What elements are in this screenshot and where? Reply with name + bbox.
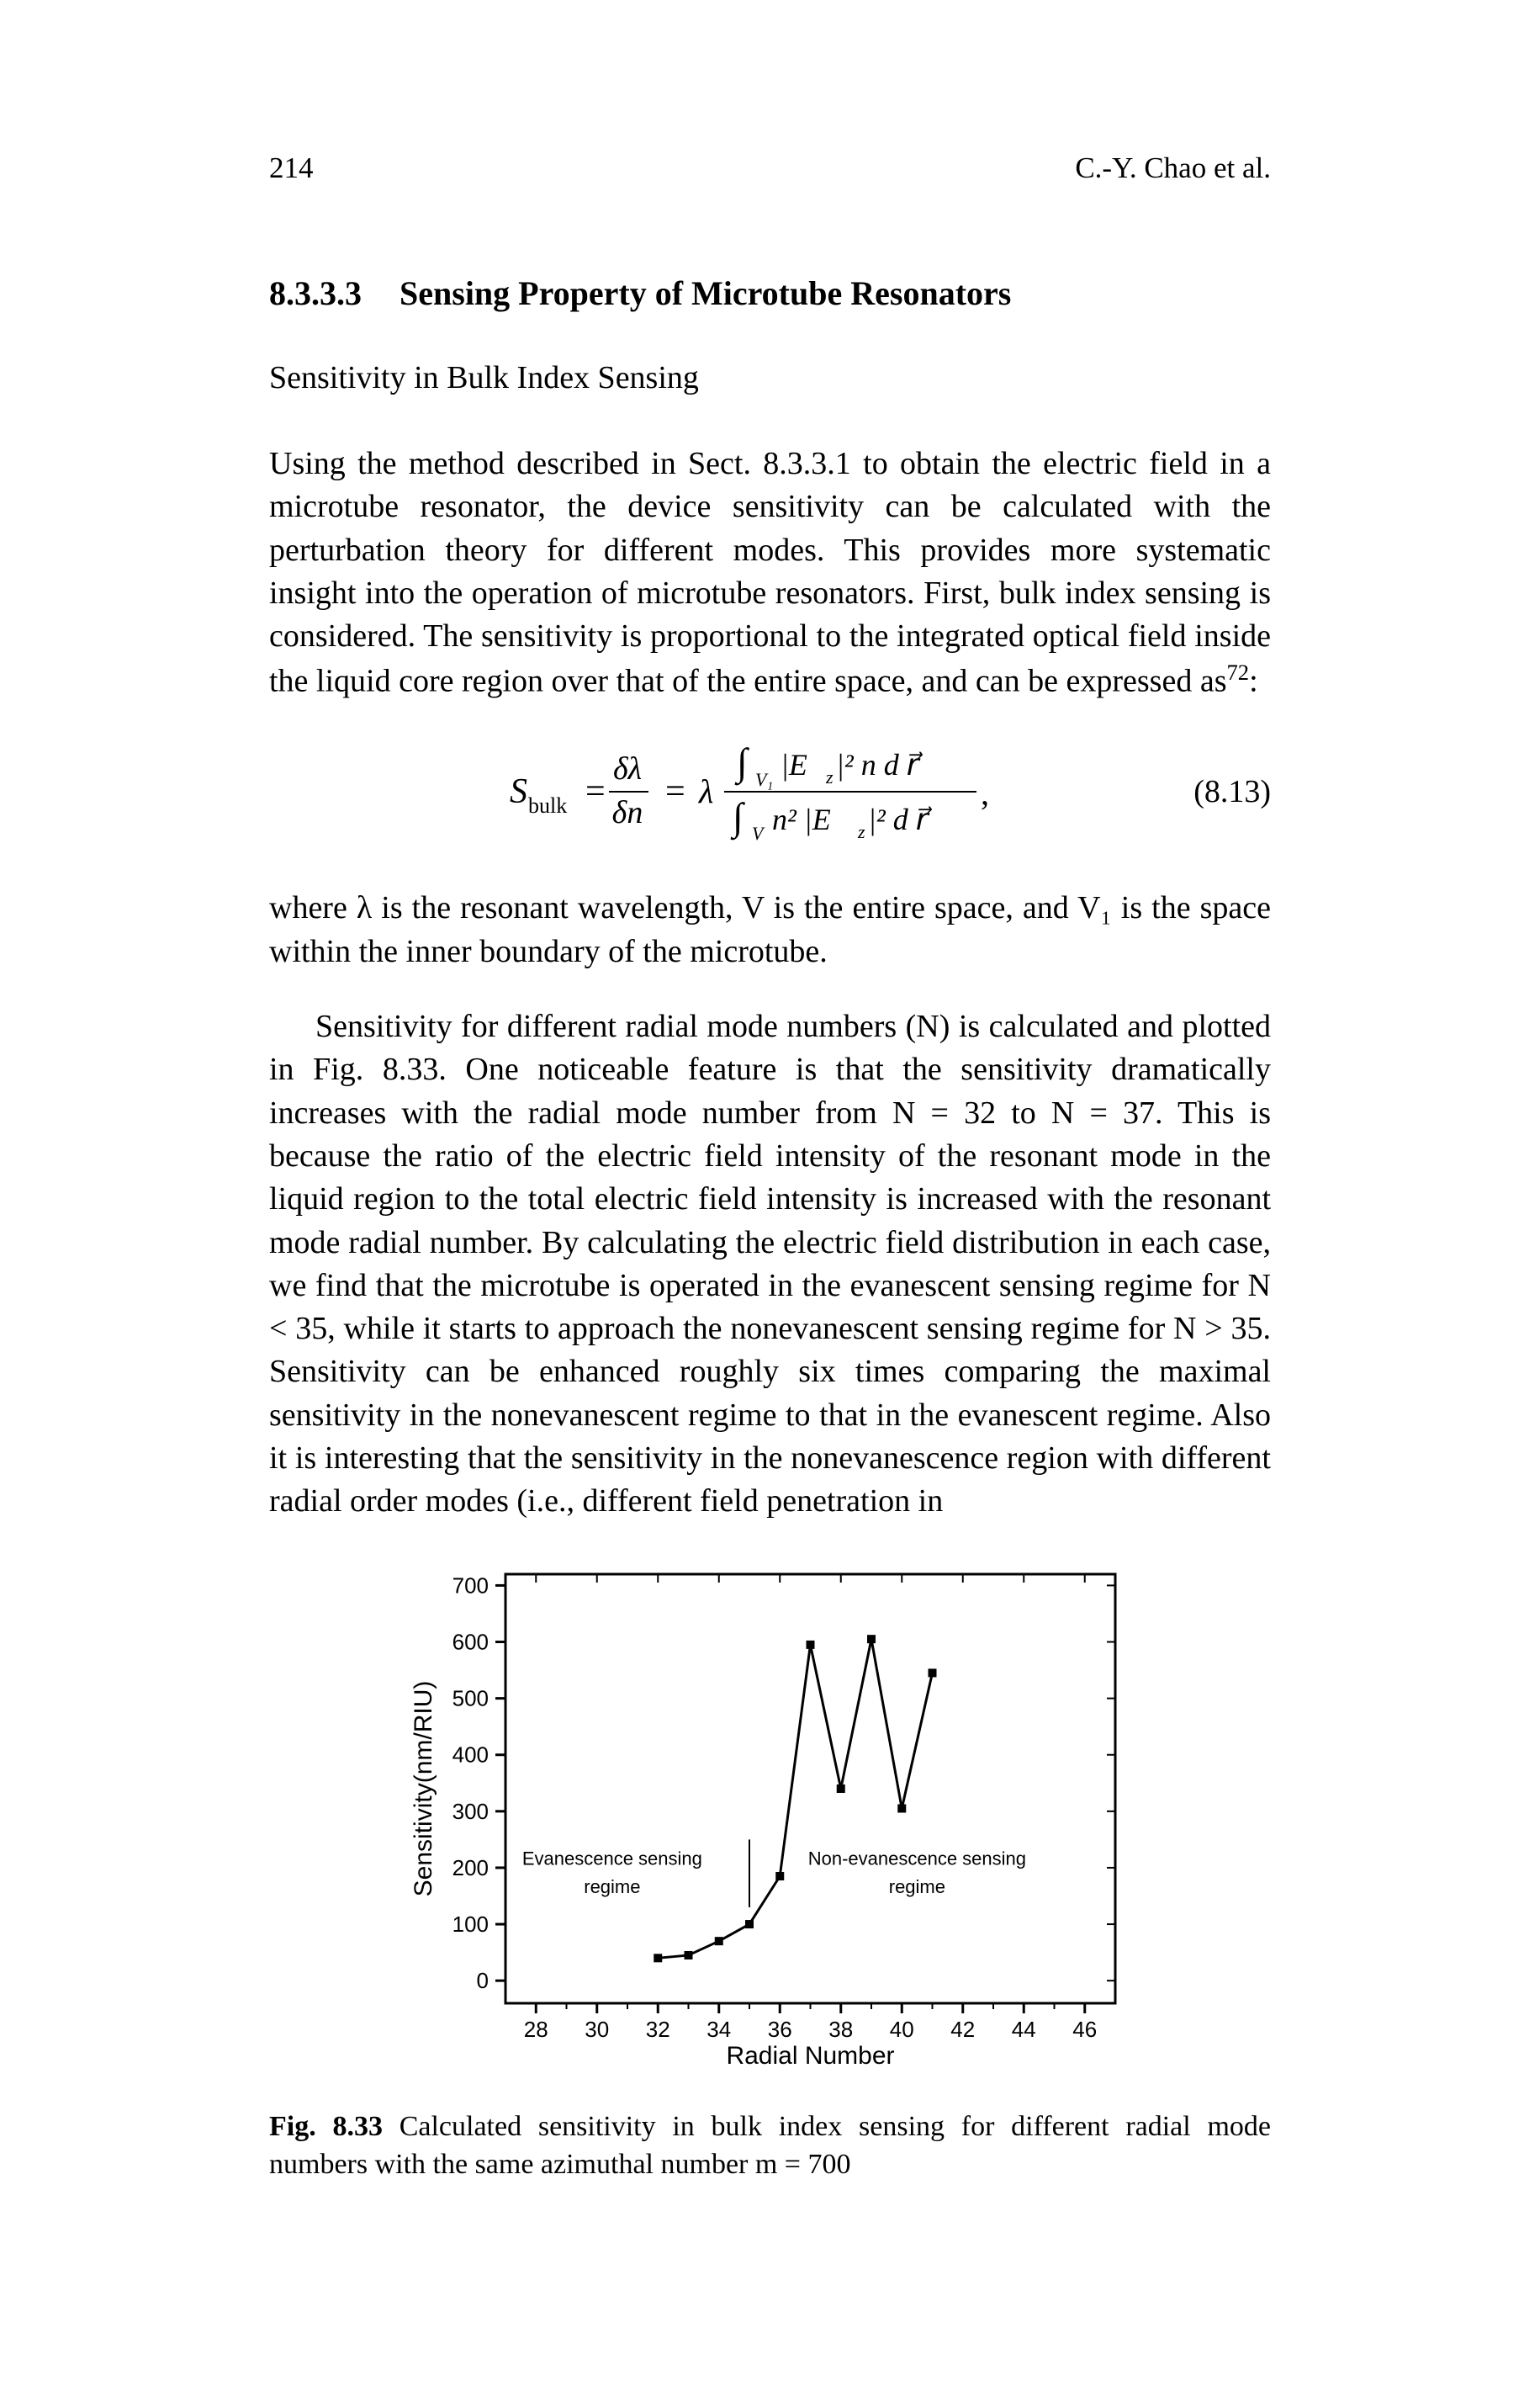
section-heading: 8.3.3.3 Sensing Property of Microtube Re…: [269, 273, 1271, 313]
y-tick-label: 300: [452, 1798, 488, 1823]
figure-8-33-block: 28 30 32 34 36 38 40 42 44 46 0 100 200 300 400 500 600 7…: [269, 1557, 1271, 2079]
data-marker: [714, 1937, 722, 1945]
data-marker: [745, 1920, 754, 1928]
x-tick-label: 28: [523, 2017, 548, 2042]
data-marker: [684, 1951, 692, 1959]
y-tick-label: 100: [452, 1912, 488, 1937]
subsection-subheading: Sensitivity in Bulk Index Sensing: [269, 359, 1271, 396]
data-marker: [775, 1872, 784, 1880]
annotation-nonevanescence-line1: Non-evanescence sensing: [807, 1848, 1025, 1869]
x-tick-label: 32: [645, 2017, 669, 2042]
data-marker: [806, 1640, 814, 1648]
eq-frac2-den-int: ∫: [730, 795, 745, 841]
x-tick-label: 30: [585, 2017, 609, 2042]
eq-trailing: ,: [981, 774, 989, 812]
annotation-evanescence-line1: Evanescence sensing: [521, 1848, 701, 1869]
eq-frac2-den-mid: n² |E: [772, 803, 831, 836]
eq-frac2-num-sub: V₁: [755, 769, 773, 790]
eq-eq1: =: [585, 772, 606, 811]
y-tick-label: 400: [452, 1742, 488, 1767]
data-marker: [867, 1635, 876, 1643]
eq-frac2-num-mid: |E: [781, 748, 807, 782]
sensitivity-chart: 28 30 32 34 36 38 40 42 44 46 0 100 200 300 400 500 600 7…: [405, 1557, 1136, 2079]
running-author: C.-Y. Chao et al.: [1075, 151, 1271, 185]
figure-caption: Fig. 8.33 Calculated sensitivity in bulk…: [269, 2108, 1271, 2185]
eq-frac1-den: δn: [611, 795, 643, 830]
y-tick-label: 600: [452, 1629, 488, 1654]
equation-number: (8.13): [1193, 773, 1271, 810]
equation-block-8-13: S bulk = δλ δn = λ ∫ V₁ |E z |² n d r⃗ ∫…: [269, 729, 1271, 855]
eq-frac2-num-int: ∫: [734, 740, 749, 786]
paragraph-3: Sensitivity for different radial mode nu…: [269, 1005, 1271, 1524]
data-marker: [928, 1668, 936, 1677]
reference-superscript: 72: [1226, 660, 1249, 685]
eq-frac2-den-post: |² d r⃗: [868, 803, 933, 836]
section-title: Sensing Property of Microtube Resonators: [400, 274, 1011, 312]
figure-caption-text: Calculated sensitivity in bulk index sen…: [269, 2111, 1271, 2181]
paragraph-1-tail: :: [1249, 664, 1258, 699]
paragraph-1-text: Using the method described in Sect. 8.3.…: [269, 446, 1271, 699]
eq-frac1-num: δλ: [612, 751, 641, 787]
data-marker: [897, 1804, 906, 1812]
annotation-nonevanescence-line2: regime: [888, 1876, 945, 1897]
x-tick-label: 46: [1072, 2017, 1097, 2042]
data-marker: [836, 1784, 844, 1793]
figure-caption-label: Fig. 8.33: [269, 2111, 383, 2142]
eq-frac2-num-post: |² n d r⃗: [836, 748, 923, 782]
eq-lhs-sub: bulk: [528, 793, 567, 818]
y-tick-label: 500: [452, 1685, 488, 1710]
eq-frac2-num-z: z: [825, 766, 834, 787]
y-axis-label: Sensitivity(nm/RIU): [410, 1680, 437, 1896]
paragraph-2: where λ is the resonant wavelength, V is…: [269, 887, 1271, 973]
y-tick-label: 700: [452, 1572, 488, 1598]
x-tick-label: 44: [1011, 2017, 1035, 2042]
data-marker: [654, 1954, 662, 1962]
paragraph-1: Using the method described in Sect. 8.3.…: [269, 443, 1271, 703]
y-tick-label: 0: [476, 1968, 488, 1993]
x-tick-label: 36: [767, 2017, 791, 2042]
x-tick-label: 42: [950, 2017, 975, 2042]
section-number: 8.3.3.3: [269, 273, 362, 313]
eq-lambda: λ: [698, 772, 713, 810]
y-tick-label: 200: [452, 1855, 488, 1880]
x-tick-label: 40: [889, 2017, 913, 2042]
x-axis-label: Radial Number: [726, 2042, 894, 2070]
running-header: 214 C.-Y. Chao et al.: [269, 151, 1271, 185]
eq-frac2-den-z: z: [857, 821, 865, 842]
eq-lhs: S: [510, 772, 527, 811]
eq-eq2: =: [665, 772, 685, 811]
annotation-evanescence-line2: regime: [584, 1876, 640, 1897]
book-page: 214 C.-Y. Chao et al. 8.3.3.3 Sensing Pr…: [0, 0, 1540, 2381]
x-tick-label: 34: [706, 2017, 731, 2042]
eq-frac2-den-sub: V: [752, 823, 765, 844]
page-number: 214: [269, 151, 314, 185]
x-tick-label: 38: [828, 2017, 853, 2042]
equation-svg: S bulk = δλ δn = λ ∫ V₁ |E z |² n d r⃗ ∫…: [510, 729, 1031, 855]
